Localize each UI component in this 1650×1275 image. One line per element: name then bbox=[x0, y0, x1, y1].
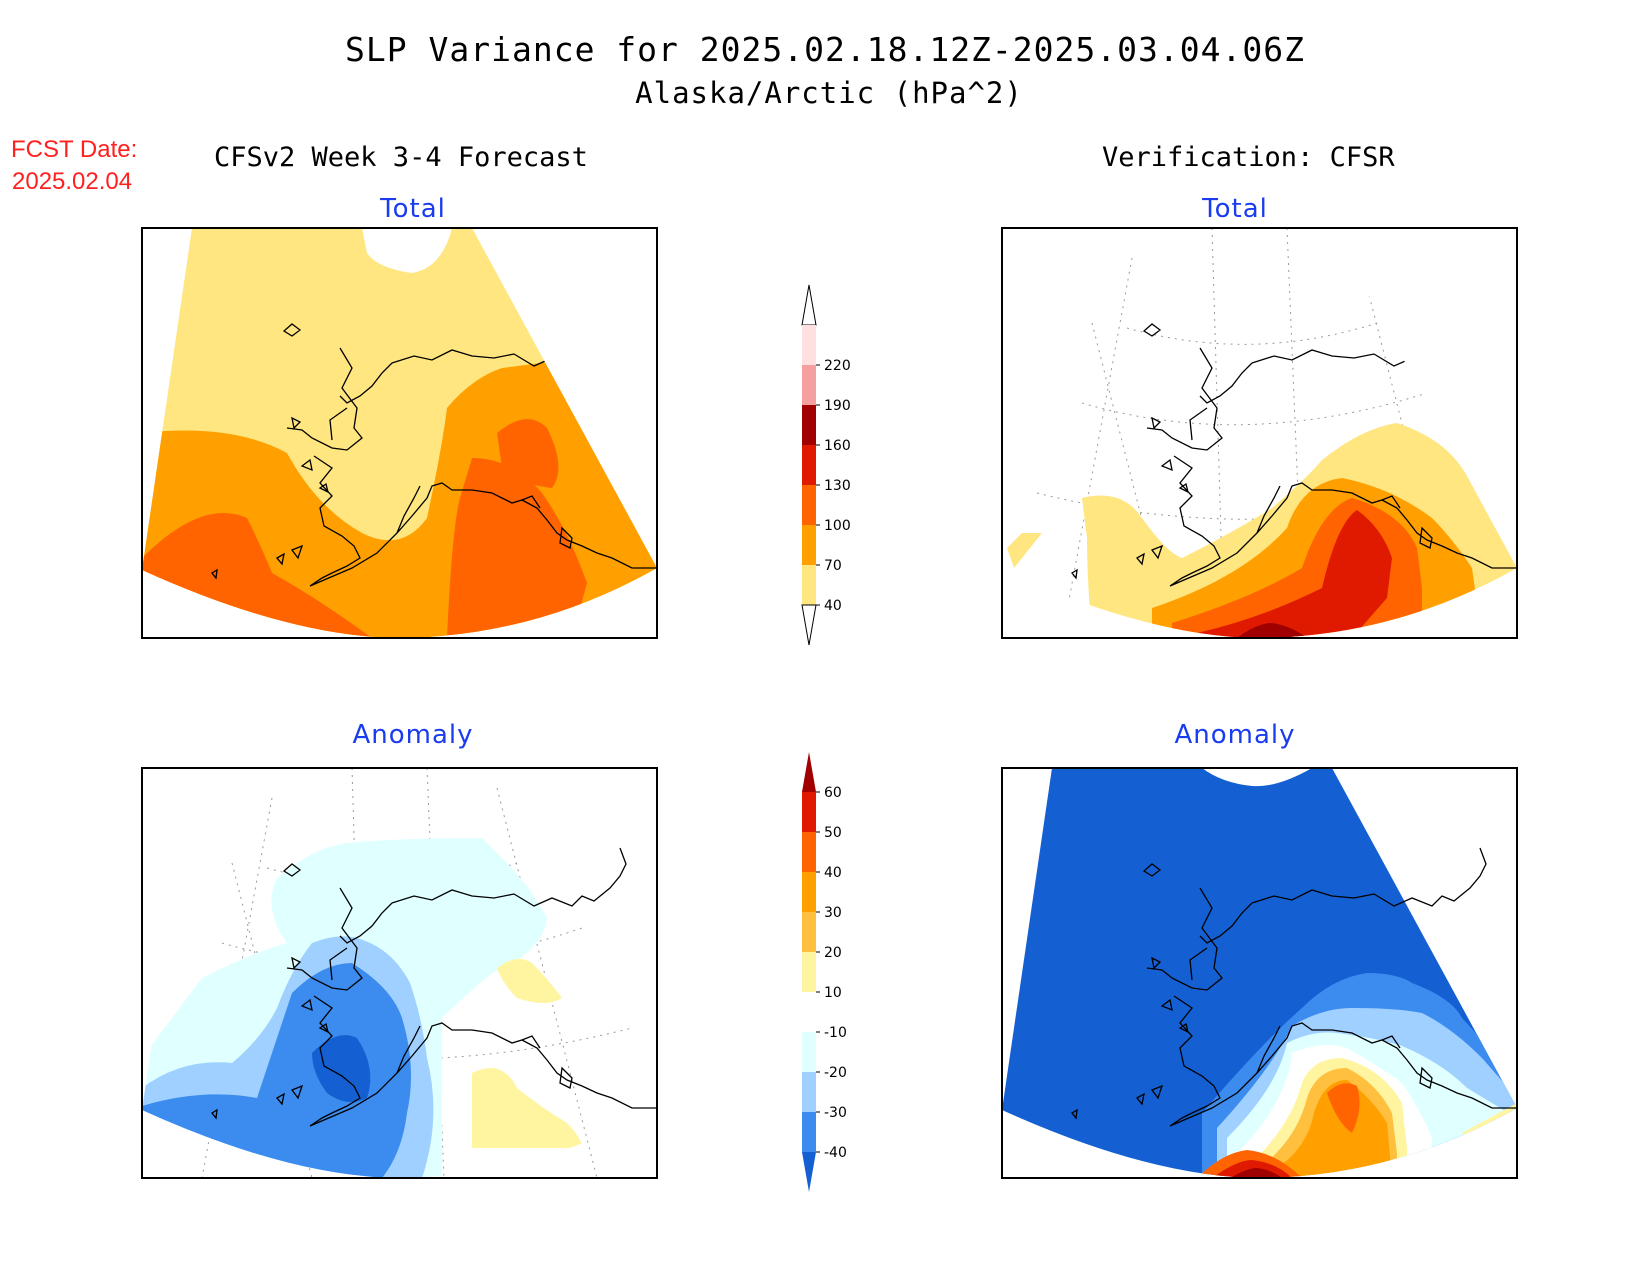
forecast-anomaly-title: Anomaly bbox=[352, 720, 474, 750]
total-colorbar-box bbox=[802, 485, 816, 525]
figure-title: SLP Variance for 2025.02.18.12Z-2025.03.… bbox=[345, 30, 1305, 69]
anomaly-colorbar-label: 40 bbox=[824, 865, 842, 881]
anomaly-colorbar-label: -10 bbox=[824, 1025, 847, 1041]
anomaly-colorbar-top-tip bbox=[802, 752, 816, 792]
forecast-total-title: Total bbox=[380, 194, 446, 224]
anomaly-colorbar-label: 10 bbox=[824, 985, 842, 1001]
anomaly-colorbar-box bbox=[802, 1112, 816, 1152]
total-colorbar-label: 40 bbox=[824, 598, 842, 614]
fcst-date-value: 2025.02.04 bbox=[12, 168, 133, 195]
verification-anomaly-map bbox=[1002, 768, 1517, 1178]
anomaly-colorbar-box bbox=[802, 872, 816, 912]
total-colorbar-box bbox=[802, 325, 816, 365]
anomaly-colorbar-label: -20 bbox=[824, 1065, 847, 1081]
total-colorbar-label: 160 bbox=[824, 438, 851, 454]
forecast-anomaly-frame bbox=[141, 767, 658, 1179]
verification-total-map bbox=[1002, 228, 1517, 638]
anomaly-colorbar-label: 60 bbox=[824, 785, 842, 801]
forecast-column-title: CFSv2 Week 3-4 Forecast bbox=[214, 142, 588, 173]
total-colorbar: 220 190 160 130 100 70 40 bbox=[801, 284, 851, 646]
anomaly-colorbar-box bbox=[802, 952, 816, 992]
anomaly-colorbar-box bbox=[802, 912, 816, 952]
total-colorbar-label: 100 bbox=[824, 518, 851, 534]
total-colorbar-box bbox=[802, 365, 816, 405]
verification-anomaly-title: Anomaly bbox=[1174, 720, 1296, 750]
forecast-anomaly-map bbox=[142, 768, 657, 1178]
anomaly-colorbar-box bbox=[802, 992, 816, 1032]
anomaly-colorbar-box bbox=[802, 832, 816, 872]
anomaly-colorbar-box bbox=[802, 1072, 816, 1112]
total-colorbar-label: 130 bbox=[824, 478, 851, 494]
verification-total-frame bbox=[1001, 227, 1518, 639]
total-colorbar-bottom-tip bbox=[801, 604, 817, 646]
verification-total-title: Total bbox=[1202, 194, 1268, 224]
anomaly-colorbar: 60 50 40 30 20 10 -10 -20 -30 -40 bbox=[802, 752, 847, 1192]
figure-subtitle: Alaska/Arctic (hPa^2) bbox=[635, 76, 1023, 110]
anomaly-colorbar-label: 30 bbox=[824, 905, 842, 921]
total-colorbar-label: 70 bbox=[824, 558, 842, 574]
fcst-date-label: FCST Date: bbox=[11, 136, 138, 163]
verification-column-title: Verification: CFSR bbox=[1102, 142, 1395, 173]
total-colorbar-label: 220 bbox=[824, 358, 851, 374]
anomaly-colorbar-bottom-tip bbox=[802, 1152, 816, 1192]
forecast-total-map bbox=[142, 228, 657, 638]
anomaly-colorbar-label: 20 bbox=[824, 945, 842, 961]
total-colorbar-box bbox=[802, 405, 816, 445]
total-colorbar-label: 190 bbox=[824, 398, 851, 414]
anomaly-colorbar-box bbox=[802, 1032, 816, 1072]
anomaly-colorbar-label: -30 bbox=[824, 1105, 847, 1121]
total-colorbar-box bbox=[802, 525, 816, 565]
total-colorbar-box bbox=[802, 565, 816, 605]
total-colorbar-box bbox=[802, 445, 816, 485]
anomaly-colorbar-box bbox=[802, 792, 816, 832]
anomaly-colorbar-label: 50 bbox=[824, 825, 842, 841]
anomaly-colorbar-label: -40 bbox=[824, 1145, 847, 1161]
forecast-total-frame bbox=[141, 227, 658, 639]
verification-anomaly-frame bbox=[1001, 767, 1518, 1179]
total-colorbar-top-tip bbox=[801, 284, 817, 326]
